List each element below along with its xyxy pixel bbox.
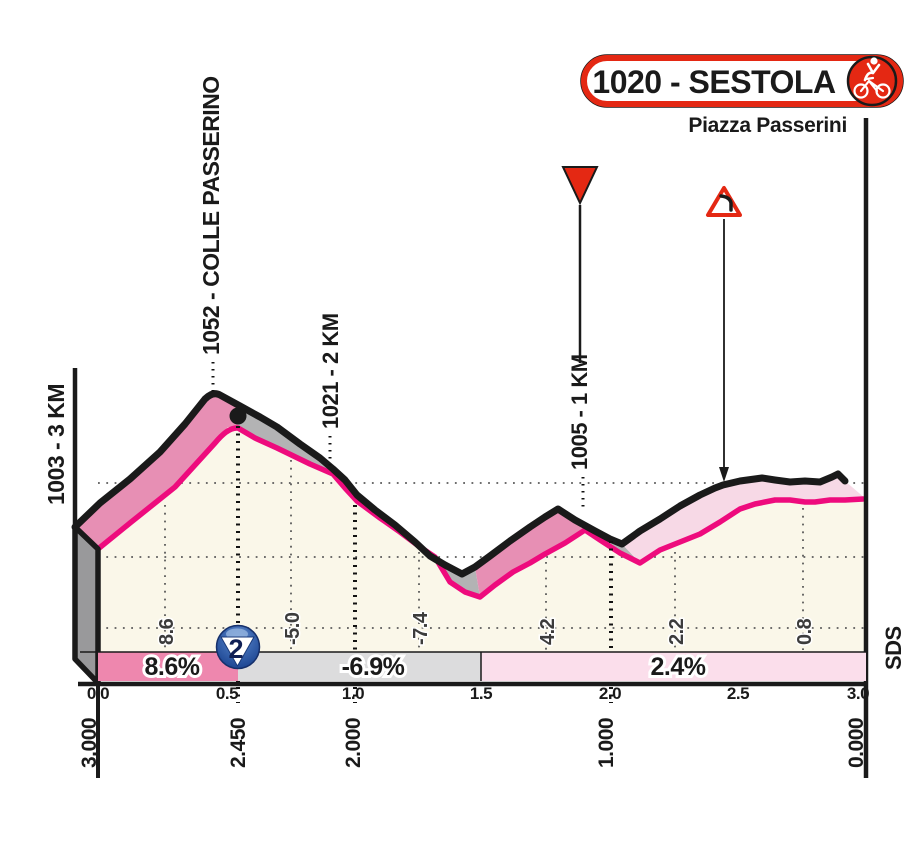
strip-segment-flat xyxy=(481,652,866,681)
road-line xyxy=(95,425,866,600)
km-to-go-labels: 3.000 2.450 2.000 1.000 0.000 xyxy=(78,718,868,768)
gradient-number: -7.4 xyxy=(410,611,432,645)
start-label: 1003 - 3 KM xyxy=(43,384,69,505)
km-to-go: 1.000 xyxy=(595,718,618,768)
x-tick: 2.5 xyxy=(727,684,749,703)
kom-badge: 2 xyxy=(215,624,261,670)
strip-value-3: 2.4% xyxy=(651,653,706,681)
finish-box: 1020 - SESTOLA xyxy=(580,54,904,108)
band-climb-1 xyxy=(75,392,240,549)
brand-label: SDS xyxy=(881,626,906,670)
gradient-number: 8.6 xyxy=(156,618,178,645)
km2-label: 1021 - 2 KM xyxy=(318,313,343,429)
km-to-go: 2.000 xyxy=(342,718,365,768)
km-to-go: 2.450 xyxy=(227,718,250,768)
x-tick: 0.0 xyxy=(87,684,109,703)
profile-left-block xyxy=(72,524,101,686)
km-to-go: 0.000 xyxy=(845,718,868,768)
strip-value-1: 8.6% xyxy=(145,653,200,681)
crest-line xyxy=(71,390,849,578)
gradient-number: 4.2 xyxy=(537,618,559,645)
band-climb-2 xyxy=(475,509,585,597)
curve-sign-arrowhead xyxy=(719,467,729,482)
label-leader-lines xyxy=(211,362,585,507)
summit-dot xyxy=(229,407,247,425)
summit-label: 1052 - COLLE PASSERINO xyxy=(198,76,224,355)
km1-label: 1005 - 1 KM xyxy=(567,354,592,470)
curve-sign-bend-glyph xyxy=(719,194,733,212)
curve-sign-icon xyxy=(706,186,742,217)
gradient-number: 2.2 xyxy=(666,618,688,645)
x-tick: 0.5 xyxy=(216,684,238,703)
x-tick: 2.0 xyxy=(599,684,621,703)
x-tick: 1.5 xyxy=(470,684,492,703)
flamme-rouge-icon xyxy=(561,166,599,206)
kom-badge-number: 2 xyxy=(228,634,243,664)
gradient-numbers: 8.6 -5.0 -7.4 4.2 2.2 0.8 xyxy=(155,610,818,647)
x-tick: 3.0 xyxy=(847,684,869,703)
strip-segment-climb xyxy=(98,652,238,681)
profile-area-fill xyxy=(98,427,866,652)
x-axis-ticks: 0.0 0.5 1.0 1.5 2.0 2.5 3.0 xyxy=(87,684,870,703)
gradient-number: 0.8 xyxy=(794,618,816,645)
km-to-go: 3.000 xyxy=(78,718,101,768)
grid-vertical-gradient-columns xyxy=(164,460,804,650)
finish-title: 1020 - SESTOLA xyxy=(592,64,836,100)
strip-segment-descent xyxy=(238,652,481,681)
gradient-strip: 8.6% -6.9% 2.4% xyxy=(80,650,866,684)
kom-badge-triangle xyxy=(220,636,255,668)
marker-dashed-lines xyxy=(236,426,613,703)
finish-cyclist-icon xyxy=(846,55,898,107)
grid-horizontal xyxy=(98,482,864,629)
finish-place: Piazza Passerini xyxy=(688,114,847,137)
gradient-number: -5.0 xyxy=(282,612,304,645)
x-tick: 1.0 xyxy=(342,684,364,703)
strip-value-2: -6.9% xyxy=(342,653,405,681)
